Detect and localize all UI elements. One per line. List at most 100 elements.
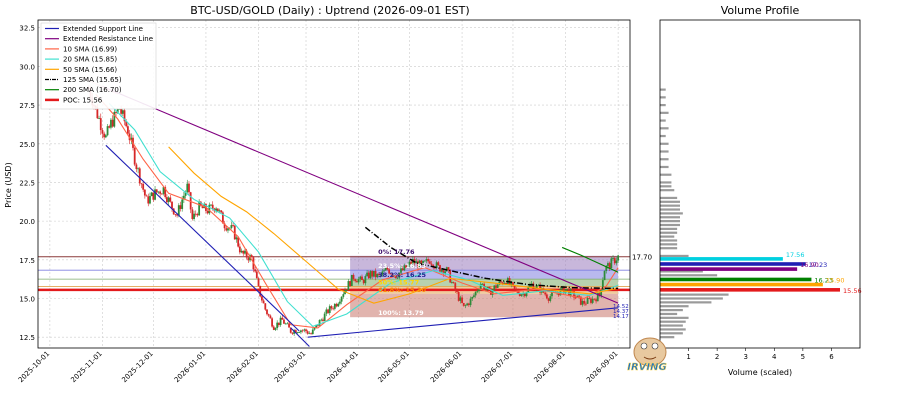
- candle-body: [176, 214, 178, 216]
- candle-body: [500, 281, 502, 283]
- vp-bar-label: 15.90: [826, 277, 845, 285]
- candle-body: [164, 187, 167, 198]
- candle-body: [264, 303, 267, 310]
- candle-body: [551, 291, 553, 297]
- candle-body: [579, 296, 582, 305]
- candle-body: [306, 331, 309, 334]
- vp-bar: [660, 320, 686, 323]
- vp-bar: [660, 270, 703, 273]
- vp-highlight-bar: [660, 262, 806, 266]
- candle-body: [352, 274, 355, 280]
- candle-body: [318, 320, 321, 326]
- candle-body: [440, 269, 443, 272]
- candle-body: [337, 303, 340, 307]
- candle-body: [339, 301, 341, 304]
- vp-highlight-bar: [660, 282, 823, 287]
- fib-label: 100%: 13.79: [378, 309, 424, 317]
- candle-body: [271, 318, 273, 327]
- candle-body: [461, 297, 463, 303]
- candle-body: [612, 258, 614, 259]
- candle-body: [428, 261, 431, 264]
- candle-body: [442, 269, 445, 274]
- candle-body: [215, 208, 218, 212]
- candle-body: [240, 250, 243, 253]
- candle-body: [457, 291, 460, 301]
- candle-body: [471, 296, 474, 299]
- candle-body: [216, 208, 219, 212]
- candle-body: [111, 119, 114, 127]
- candle-body: [218, 210, 221, 212]
- vp-bar: [660, 293, 729, 296]
- vp-bar: [660, 254, 689, 258]
- candle-body: [476, 290, 479, 292]
- candle-body: [220, 210, 223, 213]
- candle-body: [601, 280, 604, 290]
- candle-body: [584, 303, 587, 305]
- candle-body: [227, 228, 229, 231]
- vp-bar: [660, 204, 680, 207]
- trend-line: [307, 307, 619, 338]
- candle-body: [450, 282, 453, 283]
- fib-label: 50%: 15.77: [378, 279, 419, 287]
- candle-body: [276, 322, 279, 329]
- vp-bar: [660, 227, 678, 230]
- candle-body: [525, 292, 528, 297]
- sma-line: [168, 146, 619, 304]
- candle-body: [118, 108, 121, 110]
- candle-body: [294, 330, 297, 333]
- candle-body: [490, 288, 492, 295]
- candle-body: [103, 133, 106, 138]
- vp-bar: [660, 127, 669, 130]
- candle-body: [123, 110, 126, 122]
- candle-body: [138, 168, 141, 184]
- vp-x-tick-label: 1: [686, 353, 690, 361]
- y-tick-label: 15.0: [19, 295, 35, 303]
- candle-body: [545, 294, 548, 299]
- candle-body: [364, 276, 367, 284]
- candle-body: [406, 264, 409, 268]
- candle-body: [452, 282, 455, 284]
- candle-body: [595, 299, 597, 302]
- candle-body: [503, 282, 506, 285]
- candle-body: [147, 196, 150, 204]
- candle-body: [396, 277, 399, 279]
- candle-body: [410, 261, 413, 265]
- fib-zone: [350, 270, 619, 280]
- vp-bar: [660, 247, 678, 250]
- legend-entry: 50 SMA (15.66): [63, 66, 117, 74]
- vp-bar: [660, 142, 669, 145]
- candle-body: [182, 195, 185, 200]
- candle-body: [116, 109, 119, 113]
- vp-bar: [660, 305, 689, 308]
- candle-body: [235, 237, 238, 240]
- candle-body: [303, 329, 306, 331]
- candle-body: [149, 196, 151, 204]
- candle-body: [104, 135, 107, 138]
- candle-body: [254, 269, 257, 272]
- x-tick-label: 2026-05-01: [376, 350, 410, 384]
- x-tick-label: 2026-09-01: [585, 350, 619, 384]
- candle-body: [459, 297, 462, 301]
- candle-body: [495, 285, 497, 288]
- fib-label: 61.8%: 15.30: [378, 286, 426, 294]
- candle-body: [199, 201, 202, 206]
- candle-body: [159, 191, 162, 194]
- candle-body: [223, 223, 226, 229]
- candle-body: [305, 329, 307, 332]
- vp-bar: [660, 308, 683, 312]
- candle-body: [106, 126, 109, 136]
- candle-body: [322, 319, 324, 321]
- y-tick-label: 22.5: [19, 179, 35, 187]
- candle-body: [232, 225, 234, 226]
- candle-body: [96, 107, 99, 119]
- candle-body: [281, 317, 284, 320]
- candle-body: [615, 260, 618, 264]
- candle-body: [284, 323, 287, 325]
- y-tick-label: 30.0: [19, 63, 35, 71]
- candle-body: [596, 292, 599, 302]
- candle-body: [143, 189, 146, 196]
- candle-body: [201, 205, 204, 209]
- candle-body: [257, 278, 260, 286]
- candle-body: [211, 204, 214, 209]
